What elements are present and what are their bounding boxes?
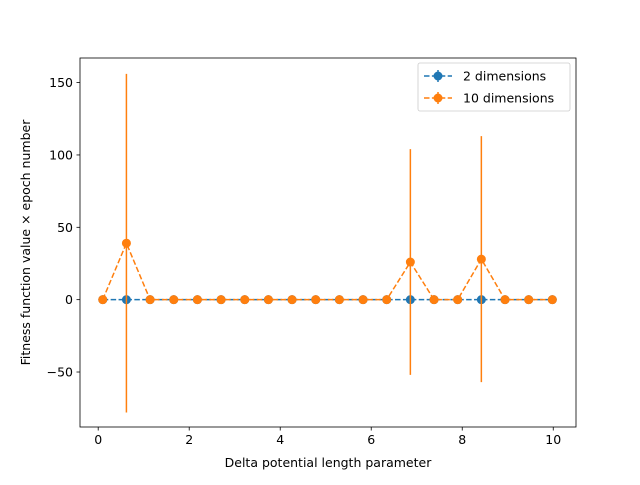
data-point (240, 295, 250, 305)
legend-item: 10 dimensions (424, 91, 554, 106)
y-tick-label: −50 (47, 365, 73, 380)
y-axis-title: Fitness function value × epoch number (18, 119, 33, 366)
data-point (145, 295, 155, 305)
axes-layer: 0 2 4 6 8 10 −50 0 50 100 150 (47, 57, 577, 447)
data-point (216, 295, 226, 305)
legend-label: 10 dimensions (463, 91, 554, 106)
legend: 2 dimensions 10 dimensions (417, 62, 571, 112)
y-tick-label: 100 (49, 147, 73, 162)
y-tick-label: 0 (65, 292, 73, 307)
data-point (500, 295, 510, 305)
data-point (169, 295, 179, 305)
x-tick-label: 4 (276, 432, 284, 447)
data-point (311, 295, 321, 305)
data-point (382, 295, 392, 305)
data-point (453, 295, 463, 305)
x-tick-label: 6 (367, 432, 375, 447)
plot-layer (98, 73, 557, 413)
x-axis-title: Delta potential length parameter (225, 455, 433, 470)
data-point (287, 295, 297, 305)
data-point (405, 257, 415, 267)
data-point (524, 295, 534, 305)
legend-marker (433, 93, 443, 103)
legend-label: 2 dimensions (463, 69, 546, 84)
y-tick-label: 50 (57, 220, 73, 235)
data-point (358, 295, 368, 305)
data-point (263, 295, 273, 305)
y-tick-label: 150 (49, 75, 73, 90)
x-tick-label: 10 (545, 432, 561, 447)
x-tick-label: 0 (94, 432, 102, 447)
data-point (98, 295, 108, 305)
plot-area (80, 58, 576, 427)
data-point (121, 238, 131, 248)
data-point (192, 295, 202, 305)
data-point (429, 295, 439, 305)
series-1 (98, 73, 557, 413)
data-point (476, 254, 486, 264)
data-point (547, 295, 557, 305)
x-tick-label: 8 (458, 432, 466, 447)
axes-frame (79, 57, 577, 428)
legend-box (417, 62, 571, 112)
legend-marker (433, 71, 443, 81)
x-tick-label: 2 (185, 432, 193, 447)
series-line (102, 241, 553, 301)
legend-item: 2 dimensions (424, 69, 546, 84)
data-point (334, 295, 344, 305)
